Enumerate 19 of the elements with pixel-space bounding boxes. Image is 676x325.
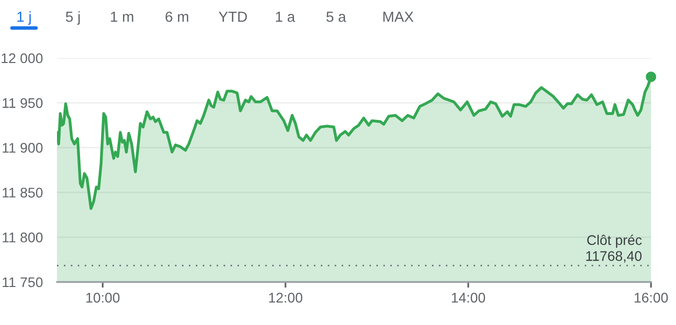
x-tick-label: 14:00 — [452, 292, 486, 303]
text: 5 a — [326, 12, 346, 22]
y-tick-label: 11 900 — [2, 142, 43, 153]
text: 1 j — [17, 11, 31, 25]
ref-line-label: Clôt préc 11768,40 — [586, 234, 642, 263]
x-tick-label: 10:00 — [86, 292, 120, 303]
text: 6 m — [166, 12, 188, 22]
y-tick-label: 11 850 — [2, 188, 43, 198]
text: YTD — [218, 12, 247, 22]
text: 1 m — [110, 12, 134, 22]
y-tick-label: 11 950 — [2, 98, 43, 108]
text: 1 a — [276, 12, 296, 22]
y-tick-label: 12 000 — [2, 53, 43, 64]
y-tick-label: 11 800 — [2, 232, 43, 242]
x-tick-label: 12:00 — [269, 292, 302, 303]
x-tick-label: 16:00 — [634, 292, 668, 303]
text: 5 j — [66, 11, 80, 25]
text: MAX — [383, 12, 414, 22]
y-tick-label: 11 750 — [2, 277, 43, 288]
